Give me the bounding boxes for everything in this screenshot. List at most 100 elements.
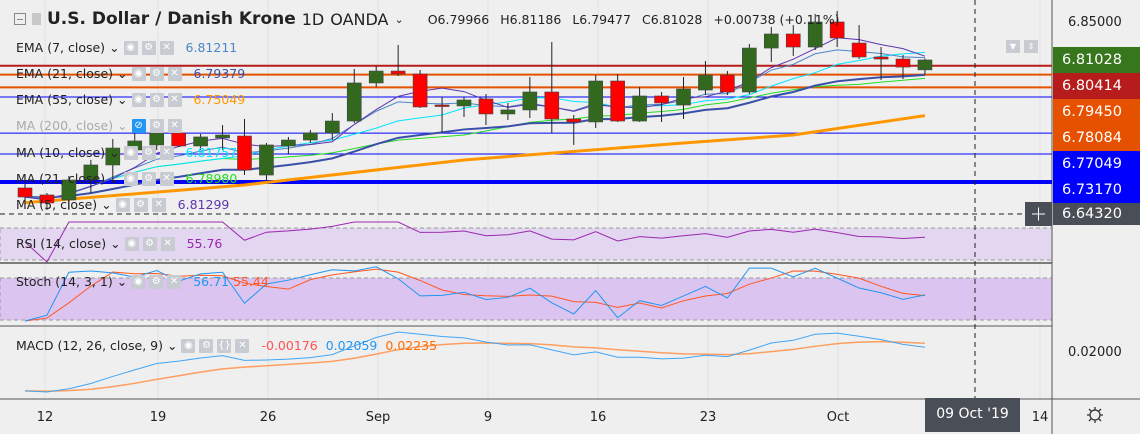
- candle[interactable]: [676, 76, 691, 119]
- candle[interactable]: [39, 193, 55, 210]
- chevron-down-icon[interactable]: ⌄: [394, 12, 404, 26]
- chevron-down-icon[interactable]: ⌄: [109, 171, 120, 186]
- gear-icon[interactable]: ⚙: [141, 171, 156, 186]
- indicator-legend[interactable]: MA (200, close) ⌄ ⊘ ⚙ ✕: [16, 118, 194, 133]
- gear-icon[interactable]: ⚙: [149, 66, 164, 81]
- candle[interactable]: [544, 41, 560, 133]
- rsi-legend[interactable]: RSI (14, close) ⌄ ◉ ⚙ ✕ 55.76: [16, 236, 222, 251]
- candle[interactable]: [171, 129, 186, 148]
- eye-icon[interactable]: ◉: [123, 40, 138, 55]
- candle[interactable]: [500, 102, 516, 121]
- eye-icon[interactable]: ◉: [181, 338, 196, 353]
- candle[interactable]: [654, 91, 669, 122]
- close-icon[interactable]: ✕: [167, 274, 182, 289]
- candle[interactable]: [807, 13, 823, 50]
- candle[interactable]: [742, 44, 757, 95]
- eye-icon[interactable]: ◉: [131, 66, 146, 81]
- gear-icon[interactable]: ⚙: [141, 145, 156, 160]
- candle[interactable]: [193, 133, 208, 150]
- close-icon[interactable]: ✕: [167, 92, 182, 107]
- candle[interactable]: [324, 113, 340, 141]
- candle[interactable]: [478, 94, 494, 126]
- close-icon[interactable]: ✕: [167, 66, 182, 81]
- eye-icon[interactable]: ◉: [123, 145, 138, 160]
- eye-icon[interactable]: ◉: [131, 92, 146, 107]
- gear-icon[interactable]: ⚙: [199, 338, 214, 353]
- eye-icon[interactable]: ◉: [115, 197, 130, 212]
- close-icon[interactable]: ✕: [151, 197, 166, 212]
- candle[interactable]: [851, 25, 867, 60]
- candle[interactable]: [237, 118, 252, 176]
- close-icon[interactable]: ✕: [235, 338, 250, 353]
- eye-icon[interactable]: ◉: [131, 274, 146, 289]
- candle[interactable]: [390, 44, 406, 76]
- collapse-icon[interactable]: [14, 13, 26, 25]
- indicator-legend[interactable]: EMA (21, close) ⌄ ◉ ⚙ ✕ 6.79379: [16, 66, 245, 81]
- candle[interactable]: [346, 68, 362, 123]
- chevron-down-icon[interactable]: ⌄: [101, 197, 112, 212]
- candle[interactable]: [720, 71, 735, 95]
- interval[interactable]: 1D: [301, 9, 325, 29]
- close-icon[interactable]: ✕: [167, 118, 182, 133]
- candle[interactable]: [368, 66, 384, 87]
- candle[interactable]: [259, 143, 274, 181]
- scale-toggle-button[interactable]: ⇕: [1024, 40, 1038, 53]
- scroll-down-button[interactable]: ▼: [1006, 40, 1020, 53]
- candle[interactable]: [522, 76, 538, 118]
- chevron-down-icon[interactable]: ⌄: [109, 145, 120, 160]
- gear-icon[interactable]: ⚙: [149, 92, 164, 107]
- gear-icon[interactable]: ⚙: [133, 197, 148, 212]
- gear-icon[interactable]: ⚙: [141, 40, 156, 55]
- candle[interactable]: [698, 60, 713, 95]
- candle[interactable]: [588, 75, 604, 129]
- indicator-legend[interactable]: MA (5, close) ⌄ ◉ ⚙ ✕ 6.81299: [16, 197, 229, 212]
- candle[interactable]: [434, 97, 450, 133]
- eye-off-icon[interactable]: ⊘: [131, 118, 146, 133]
- indicator-legend[interactable]: EMA (55, close) ⌄ ◉ ⚙ ✕ 6.75049: [16, 92, 245, 107]
- candle[interactable]: [303, 129, 318, 144]
- gear-icon[interactable]: ⚙: [149, 118, 164, 133]
- candle[interactable]: [610, 74, 625, 122]
- candle[interactable]: [215, 125, 230, 150]
- settings-gear-icon[interactable]: [1087, 407, 1103, 423]
- indicator-legend[interactable]: EMA (7, close) ⌄ ◉ ⚙ ✕ 6.81211: [16, 40, 237, 55]
- close-icon[interactable]: ✕: [159, 40, 174, 55]
- candle[interactable]: [829, 10, 845, 48]
- chevron-down-icon[interactable]: ⌄: [117, 92, 128, 107]
- candle[interactable]: [632, 86, 647, 122]
- chevron-down-icon[interactable]: ⌄: [116, 274, 128, 289]
- close-icon[interactable]: ✕: [159, 145, 174, 160]
- stoch-legend[interactable]: Stoch (14, 3, 1) ⌄ ◉ ⚙ ✕ 56.71 55.44: [16, 274, 269, 289]
- candle[interactable]: [895, 55, 911, 79]
- eye-icon[interactable]: ◉: [123, 171, 138, 186]
- chevron-down-icon[interactable]: ⌄: [109, 40, 120, 55]
- candle[interactable]: [873, 47, 889, 80]
- close-icon[interactable]: ✕: [160, 236, 175, 251]
- code-icon[interactable]: {}: [217, 338, 232, 353]
- candle[interactable]: [785, 25, 801, 56]
- chevron-down-icon[interactable]: ⌄: [167, 338, 178, 353]
- candle[interactable]: [456, 97, 472, 118]
- macd-legend[interactable]: MACD (12, 26, close, 9) ⌄ ◉ ⚙{} ✕ -0.00176 …: [16, 338, 437, 353]
- candle[interactable]: [17, 183, 33, 200]
- candle[interactable]: [566, 114, 582, 145]
- candle[interactable]: [61, 175, 77, 210]
- candle[interactable]: [149, 129, 164, 150]
- eye-icon[interactable]: ◉: [124, 236, 139, 251]
- chevron-down-icon[interactable]: ⌄: [110, 236, 121, 251]
- chevron-down-icon[interactable]: ⌄: [117, 118, 128, 133]
- chevron-down-icon[interactable]: ⌄: [117, 66, 128, 81]
- gear-icon[interactable]: ⚙: [142, 236, 157, 251]
- candle[interactable]: [917, 58, 933, 75]
- candle[interactable]: [412, 70, 428, 109]
- candle[interactable]: [83, 159, 99, 194]
- candle[interactable]: [763, 27, 779, 63]
- candle[interactable]: [281, 136, 296, 154]
- symbol-title[interactable]: U.S. Dollar / Danish Krone: [47, 9, 296, 29]
- close-icon[interactable]: ✕: [159, 171, 174, 186]
- indicator-legend[interactable]: MA (10, close) ⌄ ◉ ⚙ ✕ 6.81757: [16, 145, 237, 160]
- candle[interactable]: [105, 139, 121, 183]
- gear-icon[interactable]: ⚙: [149, 274, 164, 289]
- source[interactable]: OANDA: [330, 9, 389, 29]
